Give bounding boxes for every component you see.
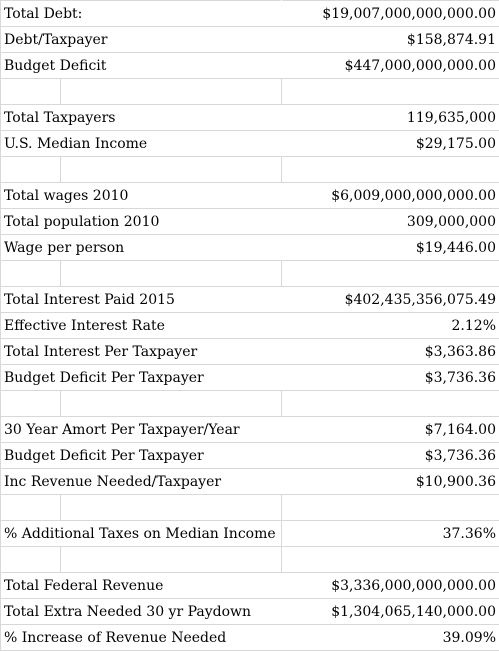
row-label[interactable]: Total Federal Revenue xyxy=(0,572,282,599)
row-value[interactable]: $3,336,000,000,000.00 xyxy=(281,572,499,599)
blank-row xyxy=(0,494,499,521)
blank-row xyxy=(0,156,499,183)
row-label[interactable]: Total Interest Per Taxpayer xyxy=(0,338,282,365)
blank-row xyxy=(0,260,499,287)
row-label[interactable]: % Additional Taxes on Median Income xyxy=(0,520,282,547)
table-row: % Increase of Revenue Needed 39.09% xyxy=(0,624,499,651)
row-label[interactable]: Effective Interest Rate xyxy=(0,312,282,339)
empty-cell[interactable] xyxy=(0,156,61,183)
table-row: Total Debt: $19,007,000,000,000.00 xyxy=(0,0,499,27)
row-value[interactable]: $19,007,000,000,000.00 xyxy=(281,0,499,27)
row-value[interactable]: 39.09% xyxy=(281,624,499,651)
empty-cell[interactable] xyxy=(281,546,499,573)
row-value[interactable]: 119,635,000 xyxy=(281,104,499,131)
table-row: Total Taxpayers 119,635,000 xyxy=(0,104,499,131)
empty-cell[interactable] xyxy=(60,546,282,573)
table-row: Total Interest Paid 2015 $402,435,356,07… xyxy=(0,286,499,313)
row-label[interactable]: Total Taxpayers xyxy=(0,104,282,131)
row-label[interactable]: Total Interest Paid 2015 xyxy=(0,286,282,313)
table-row: Total Federal Revenue $3,336,000,000,000… xyxy=(0,572,499,599)
row-label[interactable]: Debt/Taxpayer xyxy=(0,26,282,53)
table-row: Total wages 2010 $6,009,000,000,000.00 xyxy=(0,182,499,209)
table-row: Debt/Taxpayer $158,874.91 xyxy=(0,26,499,53)
row-value[interactable]: 309,000,000 xyxy=(281,208,499,235)
blank-row xyxy=(0,546,499,573)
empty-cell[interactable] xyxy=(60,78,282,105)
row-value[interactable]: $1,304,065,140,000.00 xyxy=(281,598,499,625)
table-row: Budget Deficit $447,000,000,000.00 xyxy=(0,52,499,79)
table-row: U.S. Median Income $29,175.00 xyxy=(0,130,499,157)
empty-cell[interactable] xyxy=(0,546,61,573)
row-value[interactable]: $3,363.86 xyxy=(281,338,499,365)
empty-cell[interactable] xyxy=(60,390,282,417)
empty-cell[interactable] xyxy=(60,260,282,287)
row-label[interactable]: % Increase of Revenue Needed xyxy=(0,624,282,651)
empty-cell[interactable] xyxy=(60,494,282,521)
empty-cell[interactable] xyxy=(281,260,499,287)
row-label[interactable]: Wage per person xyxy=(0,234,282,261)
table-row: Wage per person $19,446.00 xyxy=(0,234,499,261)
empty-cell[interactable] xyxy=(281,494,499,521)
empty-cell[interactable] xyxy=(60,156,282,183)
row-value[interactable]: $10,900.36 xyxy=(281,468,499,495)
table-row: Total population 2010 309,000,000 xyxy=(0,208,499,235)
table-row: Total Interest Per Taxpayer $3,363.86 xyxy=(0,338,499,365)
empty-cell[interactable] xyxy=(281,78,499,105)
row-label[interactable]: Budget Deficit Per Taxpayer xyxy=(0,364,282,391)
table-row: % Additional Taxes on Median Income 37.3… xyxy=(0,520,499,547)
blank-row xyxy=(0,390,499,417)
empty-cell[interactable] xyxy=(0,260,61,287)
table-row: Inc Revenue Needed/Taxpayer $10,900.36 xyxy=(0,468,499,495)
row-value[interactable]: $6,009,000,000,000.00 xyxy=(281,182,499,209)
empty-cell[interactable] xyxy=(281,390,499,417)
empty-cell[interactable] xyxy=(281,156,499,183)
row-label[interactable]: U.S. Median Income xyxy=(0,130,282,157)
row-value[interactable]: $447,000,000,000.00 xyxy=(281,52,499,79)
empty-cell[interactable] xyxy=(0,494,61,521)
table-row: Budget Deficit Per Taxpayer $3,736.36 xyxy=(0,364,499,391)
row-value[interactable]: $402,435,356,075.49 xyxy=(281,286,499,313)
row-value[interactable]: 2.12% xyxy=(281,312,499,339)
row-label[interactable]: Budget Deficit xyxy=(0,52,282,79)
row-value[interactable]: $158,874.91 xyxy=(281,26,499,53)
row-label[interactable]: Total Debt: xyxy=(0,0,282,27)
table-row: Effective Interest Rate 2.12% xyxy=(0,312,499,339)
row-value[interactable]: $7,164.00 xyxy=(281,416,499,443)
row-label[interactable]: 30 Year Amort Per Taxpayer/Year xyxy=(0,416,282,443)
empty-cell[interactable] xyxy=(0,78,61,105)
row-value[interactable]: $19,446.00 xyxy=(281,234,499,261)
row-label[interactable]: Total wages 2010 xyxy=(0,182,282,209)
table-row: Total Extra Needed 30 yr Paydown $1,304,… xyxy=(0,598,499,625)
row-label[interactable]: Budget Deficit Per Taxpayer xyxy=(0,442,282,469)
row-value[interactable]: $3,736.36 xyxy=(281,442,499,469)
row-label[interactable]: Total Extra Needed 30 yr Paydown xyxy=(0,598,282,625)
row-value[interactable]: 37.36% xyxy=(281,520,499,547)
row-label[interactable]: Total population 2010 xyxy=(0,208,282,235)
row-value[interactable]: $29,175.00 xyxy=(281,130,499,157)
table-row: 30 Year Amort Per Taxpayer/Year $7,164.0… xyxy=(0,416,499,443)
row-value[interactable]: $3,736.36 xyxy=(281,364,499,391)
empty-cell[interactable] xyxy=(0,390,61,417)
table-row: Budget Deficit Per Taxpayer $3,736.36 xyxy=(0,442,499,469)
row-label[interactable]: Inc Revenue Needed/Taxpayer xyxy=(0,468,282,495)
blank-row xyxy=(0,78,499,105)
